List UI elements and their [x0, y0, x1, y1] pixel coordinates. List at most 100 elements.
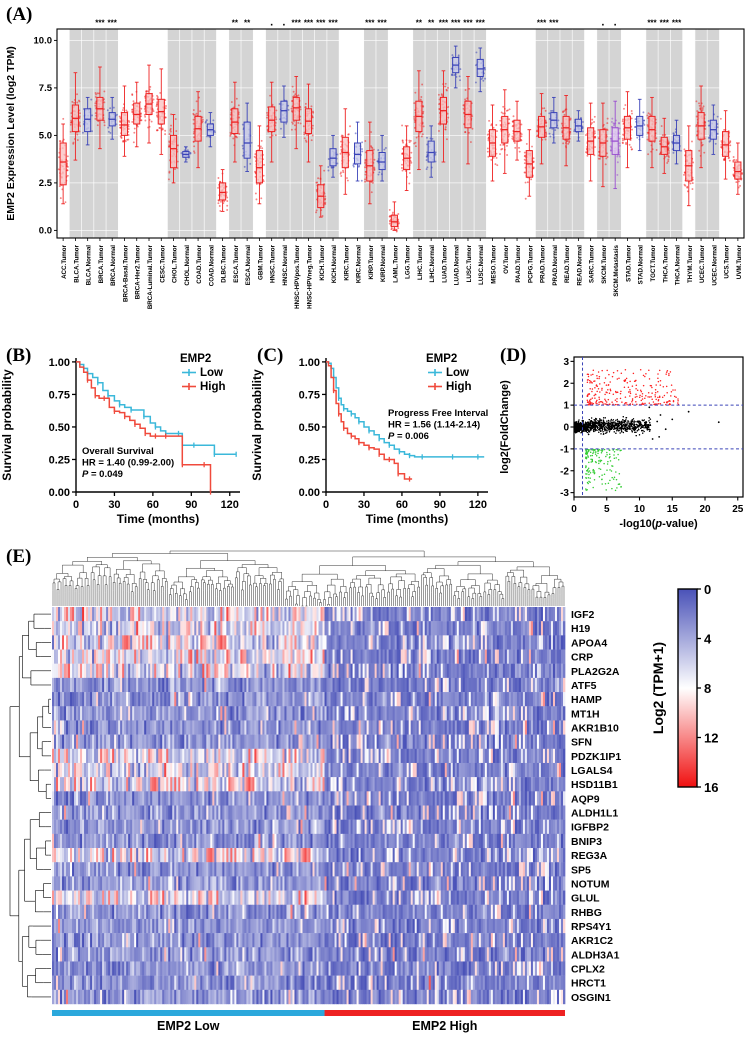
panel-d-volcano-plot: 0 5 10 15 20 25 -3 -2 -1 0 1 2 3 -log10(p-value) log2(…: [499, 356, 744, 530]
km-annotation: P = 0.049: [82, 469, 123, 480]
panel-d-xtick-label: 15: [667, 504, 679, 515]
panel-a-xtick-label: UCS.Tumor: [724, 244, 731, 278]
km-legend-item: High: [200, 381, 226, 393]
panel-a-group: [81, 96, 94, 146]
panel-e-gene-label: HSD11B1: [571, 779, 618, 791]
panel-a-significance: ***: [647, 19, 657, 28]
panel-a-xtick-label: BRCA.Normal: [110, 245, 117, 286]
km-ylabel: Survival probability: [250, 369, 264, 481]
km-xtick-label: 60: [396, 499, 408, 511]
km-xtick-label: 60: [147, 499, 159, 511]
km-annotation: Overall Survival: [82, 446, 154, 457]
panel-a-group: [290, 76, 302, 150]
panel-a-group: [94, 66, 106, 150]
panel-a-xtick-label: ESCA.Tumor: [233, 244, 240, 282]
panel-e-gene-label: CPLX2: [571, 964, 605, 976]
panel-b-km-plot: 0 30 60 90 120 0.00 0.25 0.50 0.75 1.00 Time (mont…: [0, 353, 240, 526]
panel-a-significance: ***: [672, 19, 682, 28]
panel-tag-a: (A): [6, 4, 33, 25]
panel-d-ytick-label: 3: [563, 357, 569, 368]
panel-a-group: [315, 165, 327, 218]
panel-a-xtick-label: PAAD.Tumor: [515, 244, 522, 282]
panel-a-group: [535, 93, 548, 165]
panel-a-significance: ***: [476, 19, 486, 28]
km-ytick-label: 1.00: [299, 357, 320, 369]
panel-a-xtick-label: PRAD.Tumor: [540, 244, 547, 283]
panel-a-group: [400, 124, 413, 191]
km-xtick-label: 30: [358, 499, 370, 511]
panel-e-gene-label: HAMP: [571, 694, 602, 706]
panel-a-significance: ***: [108, 19, 118, 28]
panel-a-significance: .: [270, 17, 273, 29]
km-legend-title: EMP2: [426, 353, 457, 365]
panel-a-group: [143, 64, 155, 144]
km-legend-title: EMP2: [180, 353, 211, 365]
panel-a-xtick-label: KIRP.Tumor: [368, 244, 375, 279]
panel-a-group: [474, 47, 486, 93]
panel-a-xtick-label: SARC.Tumor: [589, 244, 596, 283]
panel-a-group: [597, 102, 609, 188]
panel-a-xtick-label: COAD.Normal: [208, 245, 215, 287]
panel-e-group-label-high: EMP2 High: [412, 1019, 477, 1033]
km-xlabel: Time (months): [117, 512, 199, 526]
km-ytick-label: 0.75: [49, 389, 70, 401]
panel-a-group: [609, 100, 621, 190]
panel-e-gene-label: ATF5: [571, 680, 597, 692]
km-annotation: Progress Free Interval: [388, 408, 488, 419]
panel-a-xtick-label: KIRC.Tumor: [343, 244, 350, 280]
km-annotation: HR = 1.56 (1.14-2.14): [388, 420, 480, 431]
panel-a-group: [486, 104, 499, 182]
panel-a-group: [413, 70, 425, 171]
panel-e-gene-label: RHBG: [571, 907, 602, 919]
panel-a-xtick-label: KIRP.Normal: [380, 245, 387, 282]
panel-e-colorbar-tick: 8: [704, 681, 711, 696]
panel-a-xtick-label: LUAD.Tumor: [441, 244, 448, 282]
panel-e-colorbar-title: Log2 (TPM+1): [650, 642, 666, 734]
panel-e-gene-label: CRP: [571, 652, 593, 664]
panel-a-group: [302, 83, 315, 163]
panel-a-group: [499, 89, 511, 174]
panel-a-xtick-label: OV.Tumor: [503, 244, 510, 273]
km-xtick-label: 90: [185, 499, 197, 511]
km-xtick-label: 0: [323, 499, 329, 511]
panel-e-gene-label: ALDH3A1: [571, 949, 620, 961]
panel-tag-d: (D): [500, 345, 527, 366]
panel-a-significance: ***: [292, 19, 302, 28]
panel-e-gene-label: OSGIN1: [571, 992, 611, 1004]
panel-e-gene-label: SP5: [571, 864, 591, 876]
panel-a-significance: .: [614, 17, 617, 29]
panel-a-significance: ***: [304, 19, 314, 28]
panel-a-group: [634, 98, 646, 152]
panel-d-ytick-label: -2: [560, 466, 569, 477]
panel-d-ylabel: log2(FoldChange): [499, 380, 511, 474]
km-ytick-label: 0.25: [299, 454, 320, 466]
panel-a-ytick-label: 0.0: [39, 226, 52, 237]
panel-a-xtick-label: SKCM.Metastasis: [613, 244, 620, 296]
panel-d-ytick-label: 1: [563, 401, 569, 412]
panel-a-group: [707, 104, 719, 155]
panel-d-ytick-label: -1: [560, 444, 569, 455]
panel-a-group: [388, 201, 400, 233]
km-ytick-label: 0.50: [49, 422, 70, 434]
panel-a-group: [253, 125, 265, 205]
panel-e-gene-label: LGALS4: [571, 765, 613, 777]
panel-e-gene-label: REG3A: [571, 850, 608, 862]
panel-a-group: [217, 169, 229, 212]
panel-a-xtick-label: CHOL.Normal: [184, 245, 191, 286]
panel-a-group: [180, 146, 192, 163]
panel-a-xtick-label: READ.Tumor: [564, 244, 571, 283]
km-xtick-label: 120: [221, 499, 239, 511]
panel-e-colorbar-tick: 12: [704, 731, 718, 746]
panel-a-xtick-label: MESO.Tumor: [491, 244, 498, 283]
panel-a-xtick-label: LUSC.Tumor: [466, 244, 473, 282]
panel-a-group: [560, 95, 572, 167]
panel-a-xtick-label: UCEC.Tumor: [699, 244, 706, 283]
panel-a-group: [658, 117, 670, 174]
panel-e-column-dendrogram: [52, 550, 565, 607]
panel-a-group: [241, 102, 253, 172]
panel-a-group: [364, 121, 376, 205]
panel-a-xtick-label: COAD.Tumor: [196, 244, 203, 283]
panel-e-colorbar: [677, 588, 698, 788]
panel-a-group: [425, 125, 437, 178]
